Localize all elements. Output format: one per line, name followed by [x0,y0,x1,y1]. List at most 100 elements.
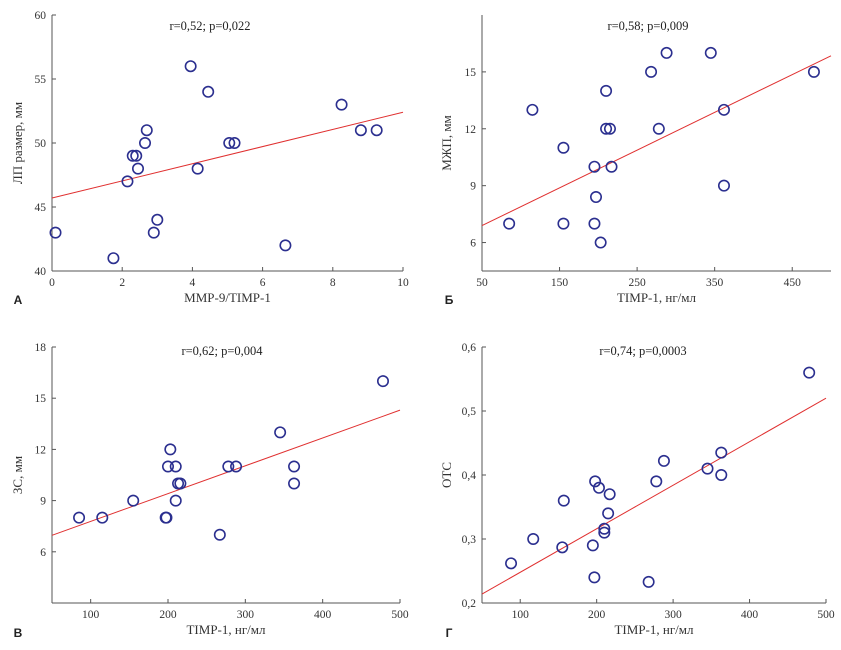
x-tick-label: 400 [741,609,759,621]
x-tick-label: 4 [190,277,196,289]
data-point [598,526,611,539]
y-axis-label: МЖП, мм [439,115,454,171]
data-point [602,507,615,520]
x-tick-label: 350 [706,277,724,289]
data-point [652,122,665,135]
correlation-annotation: r=0,74; p=0,0003 [599,344,686,358]
y-tick-label: 12 [35,444,47,456]
scatter-panel: 50 150 250 350 450 6 9 12 15 TIMP-1, нг/мл МЖП, мм… [439,15,832,307]
data-point [603,122,616,135]
data-point [600,84,613,97]
correlation-annotation: r=0,62; p=0,004 [181,344,263,358]
data-point [127,494,140,507]
data-point [73,511,86,524]
x-tick-label: 10 [397,277,409,289]
data-point [274,426,287,439]
x-tick-label: 150 [551,277,569,289]
y-tick-label: 50 [35,138,47,150]
data-point [715,468,728,481]
x-axis-label: TIMP-1, нг/мл [186,622,266,637]
y-tick-label: 40 [35,266,47,278]
panel-letter: Б [445,293,454,307]
correlation-annotation: r=0,58; p=0,009 [607,19,688,33]
y-tick-label: 15 [35,393,47,405]
data-point [594,236,607,249]
data-point [588,217,601,230]
data-point [588,571,601,584]
data-point [223,137,236,150]
data-point [162,460,175,473]
data-point [704,46,717,59]
data-point [717,179,730,192]
y-axis-label: ЗС, мм [10,456,25,494]
data-point [288,477,301,490]
x-tick-label: 100 [82,609,100,621]
data-point [803,366,816,379]
x-tick-label: 300 [664,609,682,621]
data-point [354,124,367,137]
regression-line [481,397,827,595]
data-point [557,141,570,154]
data-point [279,239,292,252]
y-tick-label: 12 [465,124,477,136]
x-tick-label: 400 [314,609,332,621]
scatter-panel: 100 200 300 400 500 6 9 12 15 18 TIMP-1, нг/мл ЗС, … [10,342,409,640]
data-point [121,175,134,188]
data-point [600,122,613,135]
correlation-annotation: r=0,52; p=0,022 [169,19,250,33]
data-point [503,217,516,230]
x-tick-label: 500 [817,609,835,621]
y-tick-label: 0,6 [462,342,477,354]
data-point [139,137,152,150]
panel-letter: А [14,293,23,307]
data-point [376,375,389,388]
data-point [160,511,173,524]
x-tick-label: 8 [330,277,336,289]
regression-line [481,55,832,227]
y-tick-label: 0,5 [462,406,477,418]
panel-letter: В [14,626,23,640]
x-tick-label: 0 [49,277,55,289]
y-axis-label: ЛП размер, мм [10,102,25,184]
data-point [526,103,539,116]
data-point [228,137,241,150]
data-point [590,191,603,204]
panel-letter: Г [446,626,453,640]
data-point [213,528,226,541]
x-tick-label: 450 [784,277,802,289]
data-point [169,494,182,507]
x-tick-label: 200 [159,609,177,621]
data-point [807,65,820,78]
data-point [230,460,243,473]
data-point [660,46,673,59]
data-point [603,488,616,501]
data-point [151,213,164,226]
x-tick-label: 300 [237,609,255,621]
y-tick-label: 6 [470,238,476,250]
x-tick-label: 200 [588,609,606,621]
data-point [642,575,655,588]
data-point [505,557,518,570]
x-axis-label: TIMP-1, нг/мл [614,622,694,637]
data-point [586,539,599,552]
y-tick-label: 9 [40,496,46,508]
y-tick-label: 18 [35,342,47,354]
x-tick-label: 500 [391,609,409,621]
data-point [598,522,611,535]
data-point [557,217,570,230]
data-point [650,475,663,488]
y-axis-label: ОТС [439,462,454,488]
data-point [557,494,570,507]
data-point [588,160,601,173]
y-tick-label: 15 [465,67,477,79]
regression-line [51,111,404,199]
x-tick-label: 250 [628,277,646,289]
regression-line [51,409,401,536]
data-point [370,124,383,137]
data-point [169,460,182,473]
data-point [657,454,670,467]
x-tick-label: 50 [476,277,488,289]
data-point [701,462,714,475]
data-point [191,162,204,175]
